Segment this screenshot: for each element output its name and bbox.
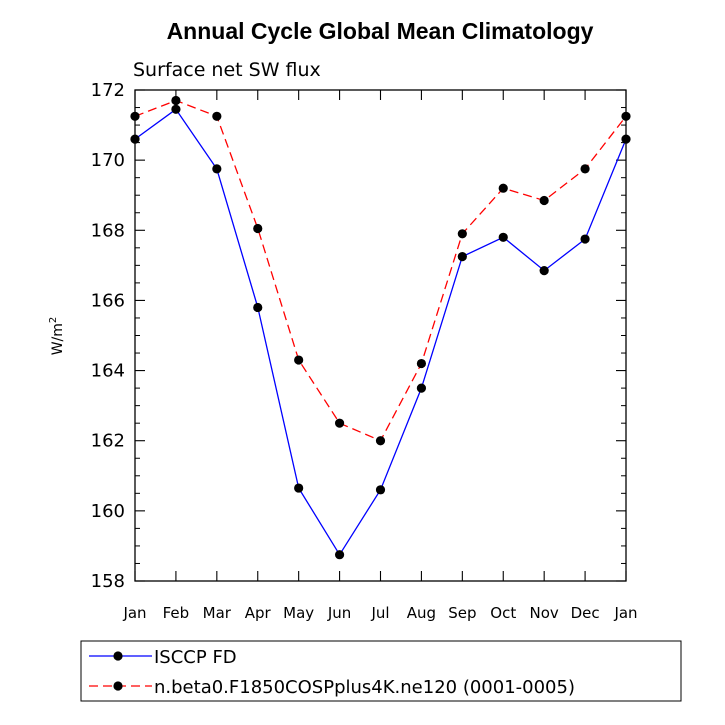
series-1-point [334, 418, 345, 428]
legend-marker-series-1 [113, 681, 123, 691]
series-line-1 [134, 99, 627, 442]
x-tick-label: Jul [370, 604, 389, 622]
y-tick-label: 168 [91, 220, 125, 241]
legend-label-series-1: n.beta0.F1850COSPplus4K.ne120 (0001-0005… [154, 677, 575, 698]
x-tick-label: Jun [327, 604, 351, 622]
plot-frame [134, 89, 627, 582]
x-tick-label: Jan [613, 604, 637, 622]
series-1-point [212, 111, 222, 121]
series-1-point [294, 355, 304, 365]
series-1-point [580, 164, 590, 174]
series-1-point [621, 111, 631, 121]
y-axis-label-superscript: 2 [48, 317, 59, 323]
x-tick-label: Feb [163, 604, 190, 622]
series-0-point [375, 485, 386, 495]
series-0-point [498, 232, 508, 242]
y-axis-label: W/m2 [48, 317, 66, 356]
x-tick-label: Sep [448, 604, 476, 622]
y-tick-label: 160 [91, 501, 125, 522]
series-1-point [416, 358, 427, 369]
series-1-point [375, 436, 386, 446]
y-tick-label: 164 [91, 361, 125, 382]
x-tick-label: May [283, 604, 314, 622]
series-0-point [580, 234, 590, 244]
series-0-point [621, 134, 631, 144]
y-tick-label: 172 [91, 80, 125, 101]
x-tick-label: Aug [407, 604, 436, 622]
chart-title: Annual Cycle Global Mean Climatology [167, 18, 594, 44]
x-tick-label: Oct [490, 604, 516, 622]
series-0-point [294, 483, 304, 493]
series-1-point [539, 195, 549, 206]
legend-marker-series-0 [113, 651, 123, 661]
x-tick-label: Apr [245, 604, 272, 622]
legend-box [80, 640, 682, 702]
x-tick-label: Dec [571, 604, 600, 622]
legend: ISCCP FD n.beta0.F1850COSPplus4K.ne120 (… [80, 640, 682, 702]
y-axis: 158 160 162 164 166 168 170 172 [91, 80, 626, 592]
chart-subtitle: Surface net SW flux [133, 59, 321, 81]
x-axis: Jan Feb Mar Apr May Jun Jul Aug Sep Oct Nov Dec Jan [122, 90, 638, 622]
y-tick-label: 170 [91, 150, 125, 171]
series-0-point [212, 164, 222, 174]
series-0-point [334, 550, 345, 560]
series-1-point [498, 183, 508, 193]
series-1-point [171, 95, 181, 106]
series-0-point [171, 104, 181, 114]
series-0-point [457, 251, 467, 262]
legend-label-series-0: ISCCP FD [154, 647, 237, 668]
y-tick-label: 158 [91, 571, 125, 592]
series-1-point [130, 111, 140, 121]
y-tick-label: 166 [91, 290, 125, 311]
series-layer [130, 95, 631, 560]
y-axis-label-text: W/m [50, 323, 66, 355]
series-0-point [130, 134, 140, 144]
series-1-point [457, 229, 467, 239]
series-0-point [416, 383, 427, 393]
y-tick-label: 162 [91, 431, 125, 452]
series-1-point [253, 223, 263, 234]
x-tick-label: Mar [203, 604, 232, 622]
series-0-point [253, 302, 263, 313]
x-tick-label: Nov [530, 604, 559, 622]
series-0-point [539, 266, 549, 276]
x-tick-label: Jan [122, 604, 146, 622]
